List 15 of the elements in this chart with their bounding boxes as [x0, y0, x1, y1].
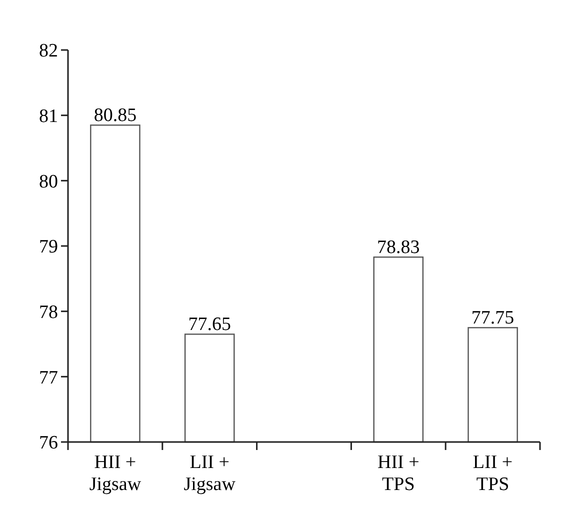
x-tick-label: LII + TPS [472, 452, 513, 495]
y-tick-label: 81 [39, 106, 58, 127]
y-tick-label: 76 [39, 432, 58, 454]
y-tick-label: 82 [39, 40, 58, 62]
data-label: 78.83 [377, 237, 420, 258]
data-label: 77.65 [188, 314, 231, 336]
x-tick-label: LII + Jigsaw [184, 452, 236, 495]
data-label: 77.75 [471, 308, 514, 329]
y-tick-label: 79 [39, 236, 58, 258]
y-tick-label: 80 [39, 171, 58, 192]
y-tick-label: 77 [39, 367, 58, 388]
x-tick-label: HII + TPS [377, 452, 420, 495]
x-tick-label: HII + Jigsaw [89, 452, 142, 495]
data-label: 80.85 [94, 105, 137, 126]
y-tick-label: 78 [39, 302, 58, 323]
